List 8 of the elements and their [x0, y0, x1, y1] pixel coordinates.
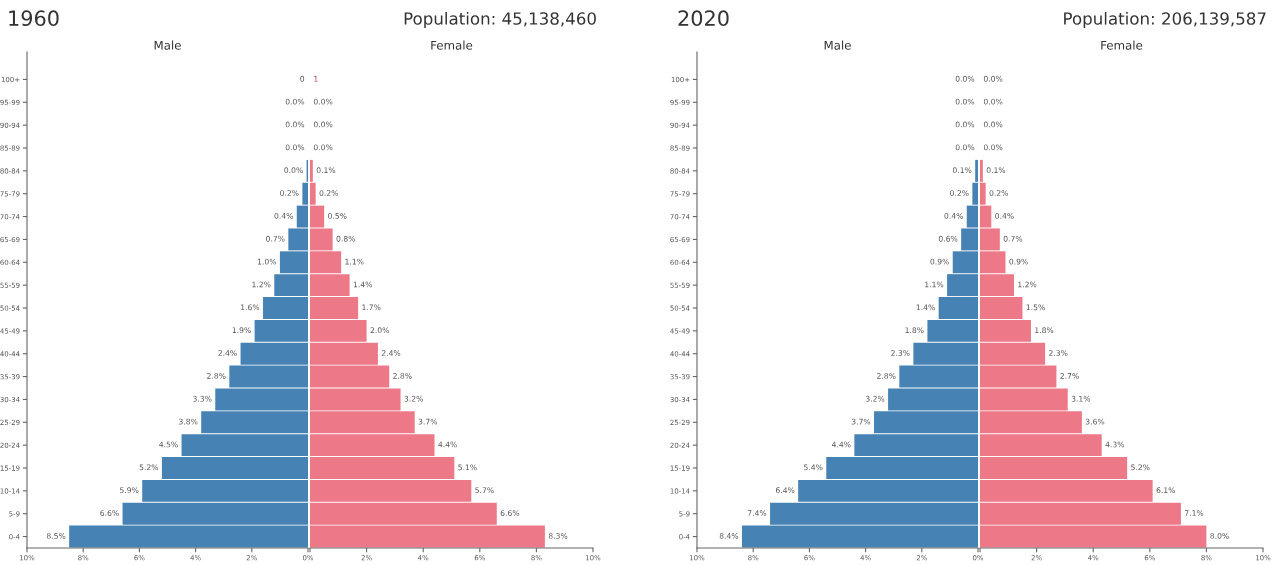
chart-subtitle: Male: [154, 40, 181, 50]
text: Population: 206,139,587: [1064, 11, 1266, 29]
chart-title: 2020: [678, 10, 729, 27]
chart-subtitle: Female: [1101, 40, 1143, 50]
chart-subtitle: Female: [431, 40, 473, 50]
chart-title: 1960: [9, 10, 59, 27]
chart-subtitle: Male: [824, 40, 851, 50]
text: Population: 45,138,460: [404, 11, 596, 29]
